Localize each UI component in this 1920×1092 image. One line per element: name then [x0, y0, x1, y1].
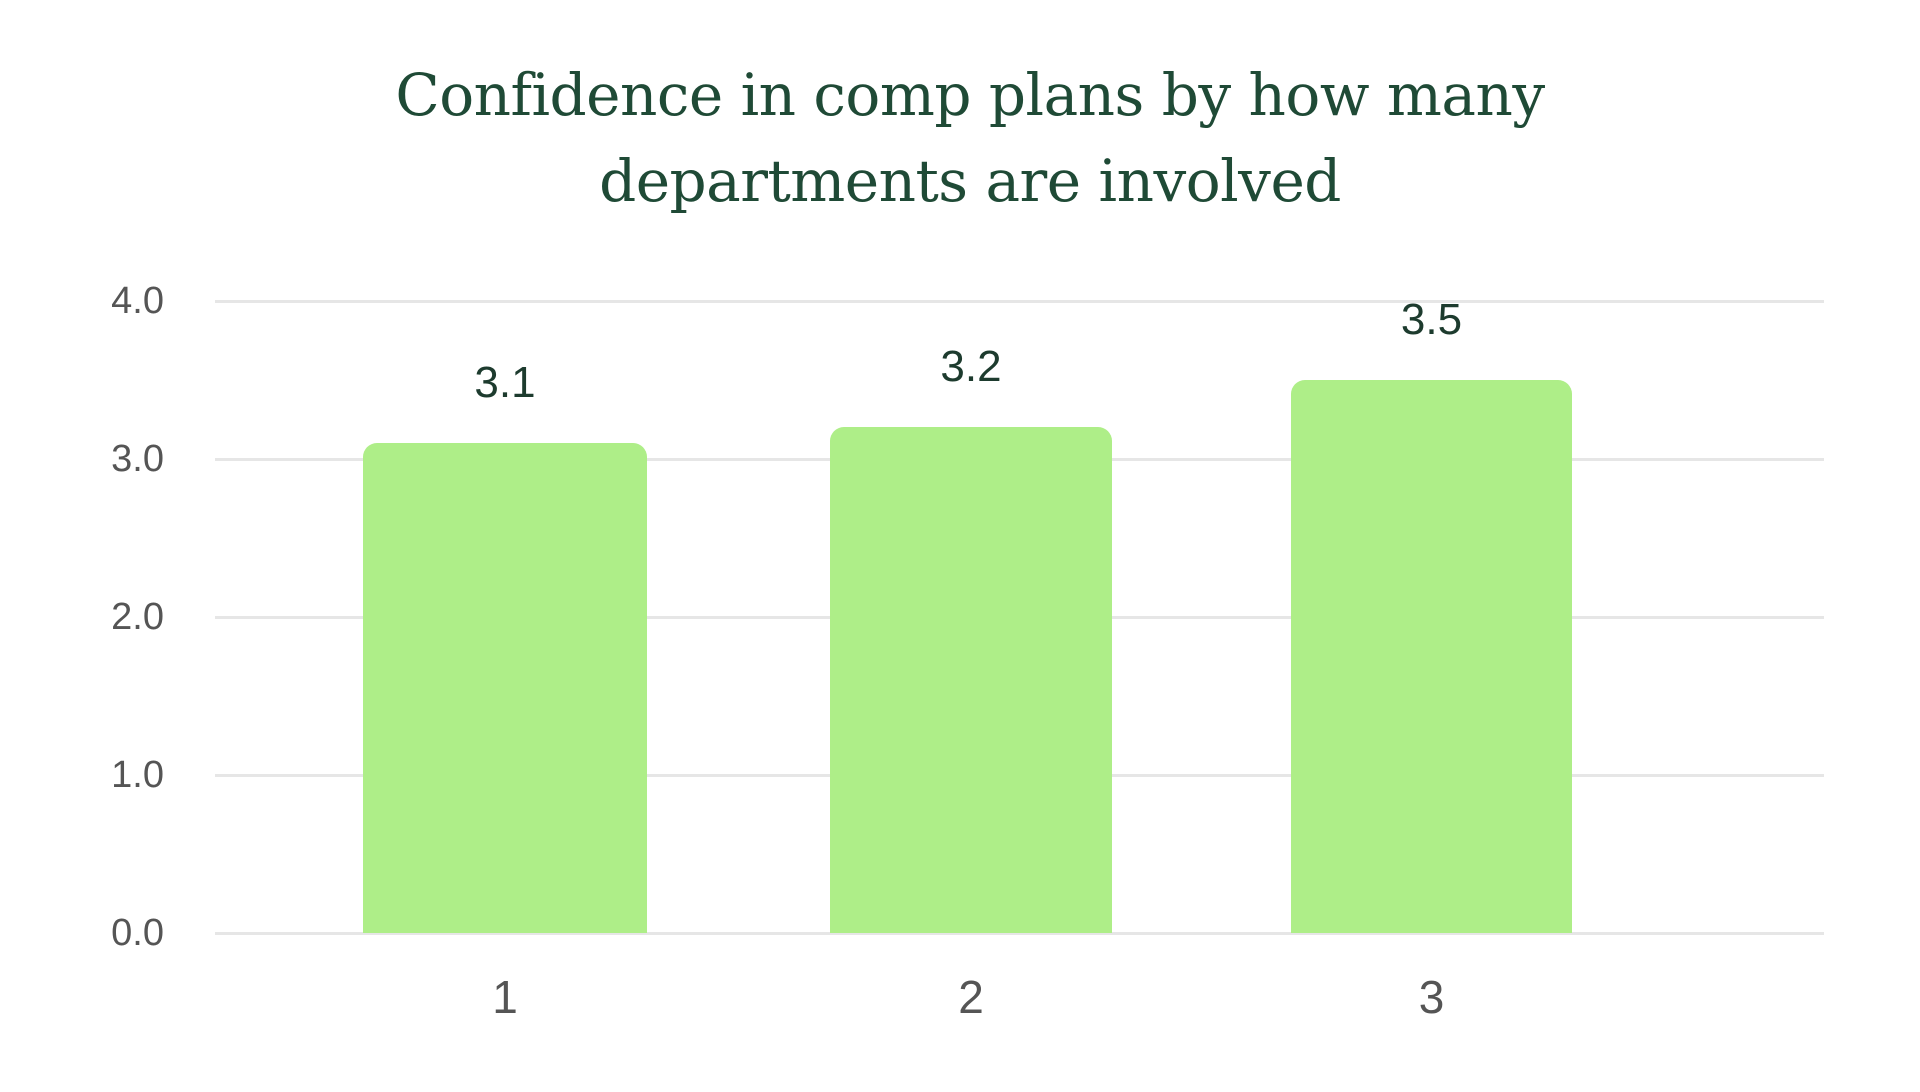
x-tick-label: 1	[492, 971, 518, 1023]
bar-value-label: 3.1	[474, 358, 536, 408]
bar-value-label: 3.2	[940, 342, 1002, 392]
baseline	[215, 932, 1824, 935]
y-tick-label: 1.0	[111, 754, 164, 796]
y-tick-label: 0.0	[111, 912, 164, 954]
y-tick-label: 3.0	[111, 438, 164, 480]
bar-category-3	[1291, 380, 1572, 933]
chart-title-line-2: departments are involved	[599, 147, 1341, 215]
x-tick-label: 2	[958, 971, 984, 1023]
y-tick-label: 2.0	[111, 596, 164, 638]
bar-value-label: 3.5	[1400, 295, 1463, 344]
x-tick-label: 3	[1418, 971, 1445, 1023]
chart-title-line-1: Confidence in comp plans by how many	[395, 61, 1545, 129]
bar-category-1	[363, 443, 647, 933]
chart-title: Confidence in comp plans by how many dep…	[0, 52, 1920, 224]
gridline-4	[215, 300, 1824, 303]
y-tick-label: 4.0	[111, 280, 164, 322]
bar-category-2	[830, 427, 1112, 933]
